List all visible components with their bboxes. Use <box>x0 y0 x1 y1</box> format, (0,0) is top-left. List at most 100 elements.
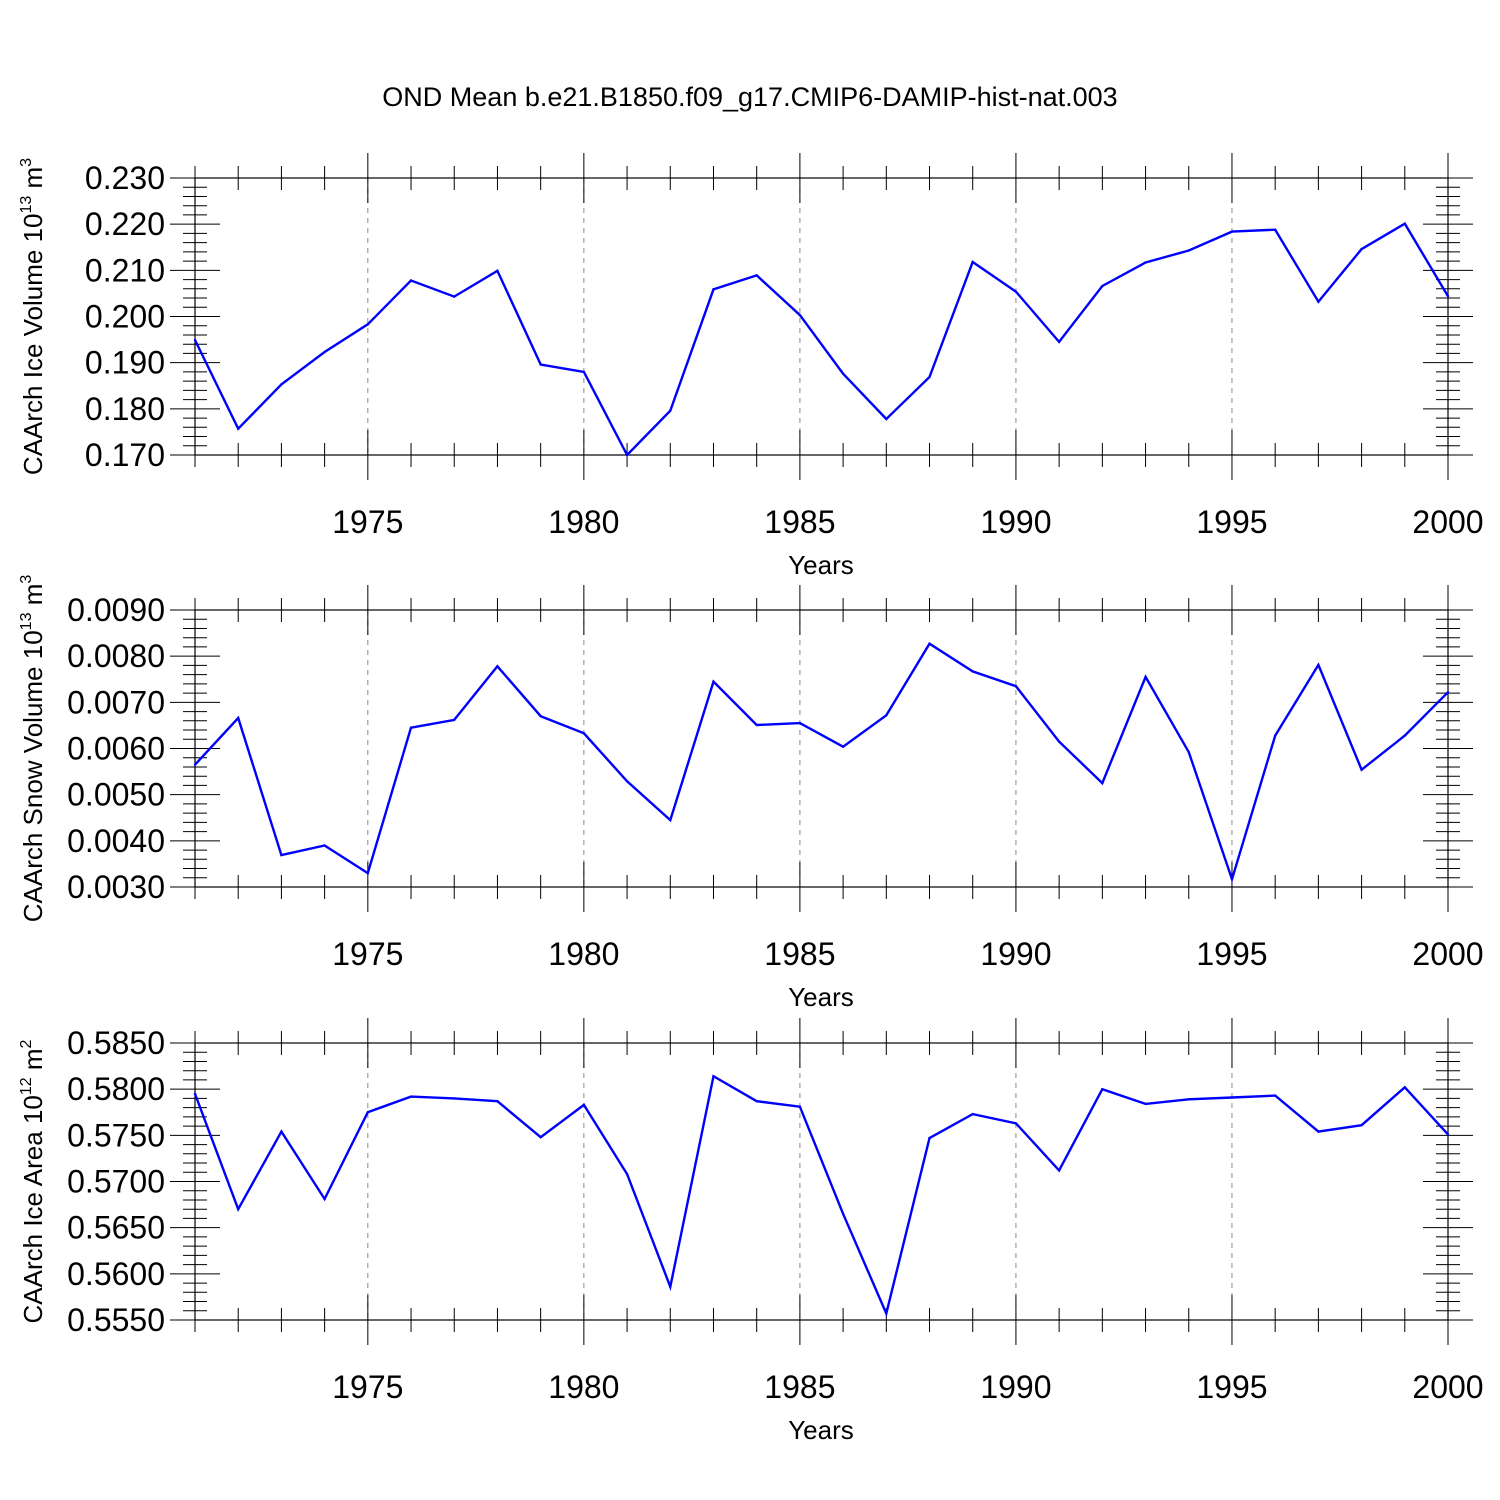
data-point <box>971 670 974 673</box>
data-point <box>1446 294 1450 298</box>
data-point <box>1014 1122 1018 1125</box>
y-tick-label: 0.5800 <box>67 1071 165 1107</box>
y-tick-label: 0.0030 <box>67 869 165 905</box>
y-tick-label: 0.170 <box>85 437 165 473</box>
y-axis-label-part: 3 <box>18 575 35 584</box>
chart-panels: 0.170 0.180 0.190 0.200 0.210 0.220 0.230 1975 1… <box>18 153 1484 1445</box>
data-point <box>1014 684 1018 688</box>
x-tick-label: 1990 <box>980 936 1051 972</box>
data-point <box>453 295 456 298</box>
data-point <box>237 716 240 720</box>
data-point <box>323 844 326 847</box>
data-point <box>409 279 413 282</box>
y-axis-label-part: m <box>18 584 48 613</box>
data-point <box>712 288 715 291</box>
x-tick-label: 1985 <box>764 936 835 972</box>
data-point <box>669 818 672 822</box>
data-point <box>885 417 888 421</box>
data-point <box>928 642 931 645</box>
data-point <box>1403 222 1406 225</box>
data-point <box>366 323 370 326</box>
data-point <box>280 1130 283 1133</box>
y-tick-label: 0.0070 <box>67 684 165 720</box>
data-point <box>1317 1130 1320 1133</box>
x-tick-label: 1975 <box>332 504 403 540</box>
data-point <box>453 1097 456 1100</box>
y-tick-label: 0.230 <box>85 160 165 196</box>
data-point <box>798 313 802 317</box>
y-axis-label-part: CAArch Ice Area 10 <box>18 1095 48 1323</box>
data-point <box>1057 740 1061 743</box>
y-tick-label: 0.5850 <box>67 1025 165 1061</box>
data-point <box>1187 1098 1190 1101</box>
y-axis-label-part: m <box>18 1048 48 1077</box>
data-point <box>755 1099 758 1103</box>
data-point <box>366 871 370 875</box>
x-tick-label: 1975 <box>332 936 403 972</box>
series-line-1 <box>194 642 1449 884</box>
y-axis-label-part: m <box>18 167 48 196</box>
plot-frame <box>194 609 1449 888</box>
data-point <box>669 1285 672 1288</box>
series-line-1 <box>193 222 1450 458</box>
data-point <box>1230 1096 1234 1099</box>
data-point <box>712 680 715 683</box>
data-point <box>841 1212 845 1216</box>
data-point <box>1057 340 1061 344</box>
data-point <box>539 363 542 366</box>
data-point <box>323 1197 326 1201</box>
data-point <box>1230 877 1234 881</box>
data-point <box>409 1095 413 1098</box>
data-point <box>1101 284 1104 288</box>
y-axis-label-part: 2 <box>18 1039 35 1048</box>
data-point <box>971 1112 974 1116</box>
y-tick-label: 0.220 <box>85 206 165 242</box>
data-point <box>798 1105 802 1108</box>
y-axis-label: CAArch Ice Volume 1013 m3 <box>18 158 48 475</box>
y-axis-label: CAArch Ice Area 1012 m2 <box>18 1039 48 1323</box>
data-point <box>193 1092 197 1095</box>
x-axis-label: Years <box>788 982 854 1012</box>
data-point <box>1144 675 1147 679</box>
y-axis-label-part: CAArch Snow Volume 10 <box>18 630 48 922</box>
data-point <box>885 714 888 717</box>
data-point <box>323 350 326 354</box>
data-point <box>409 726 413 729</box>
data-point <box>625 453 629 457</box>
y-tick-label: 0.0090 <box>67 592 165 628</box>
data-point <box>1057 1169 1061 1172</box>
data-point <box>1273 228 1277 231</box>
series-line-1 <box>193 1074 1449 1318</box>
data-point <box>841 745 845 748</box>
data-point <box>582 1103 586 1107</box>
x-tick-label: 1980 <box>548 1369 619 1405</box>
data-point <box>1101 781 1104 785</box>
data-point <box>539 714 542 718</box>
data-point <box>1360 247 1363 251</box>
data-point <box>496 665 499 668</box>
data-point <box>928 1136 931 1140</box>
data-point <box>1403 1086 1406 1089</box>
data-point <box>582 732 586 735</box>
chart-panel-3: 0.5550 0.5600 0.5650 0.5700 0.5750 0.5800 0.58… <box>18 1018 1484 1445</box>
x-axis-label: Years <box>788 550 854 580</box>
data-point <box>453 718 456 722</box>
x-tick-label: 1995 <box>1196 936 1267 972</box>
y-tick-label: 0.5700 <box>67 1164 165 1200</box>
data-point <box>755 274 758 277</box>
chart-panel-2: 0.0030 0.0040 0.0050 0.0060 0.0070 0.0080 0.00… <box>18 575 1484 1012</box>
data-point <box>1273 734 1277 737</box>
x-tick-label: 2000 <box>1412 1369 1483 1405</box>
data-point <box>1187 750 1190 754</box>
data-point <box>280 383 283 386</box>
y-tick-label: 0.5550 <box>67 1302 165 1338</box>
y-tick-label: 0.190 <box>85 345 165 381</box>
data-point <box>1230 230 1234 233</box>
data-point <box>669 409 672 412</box>
data-point <box>193 338 197 342</box>
data-point <box>1273 1094 1277 1097</box>
figure-title: OND Mean b.e21.B1850.f09_g17.CMIP6-DAMIP… <box>382 82 1117 112</box>
data-point <box>1360 1123 1363 1127</box>
x-tick-label: 1980 <box>548 504 619 540</box>
